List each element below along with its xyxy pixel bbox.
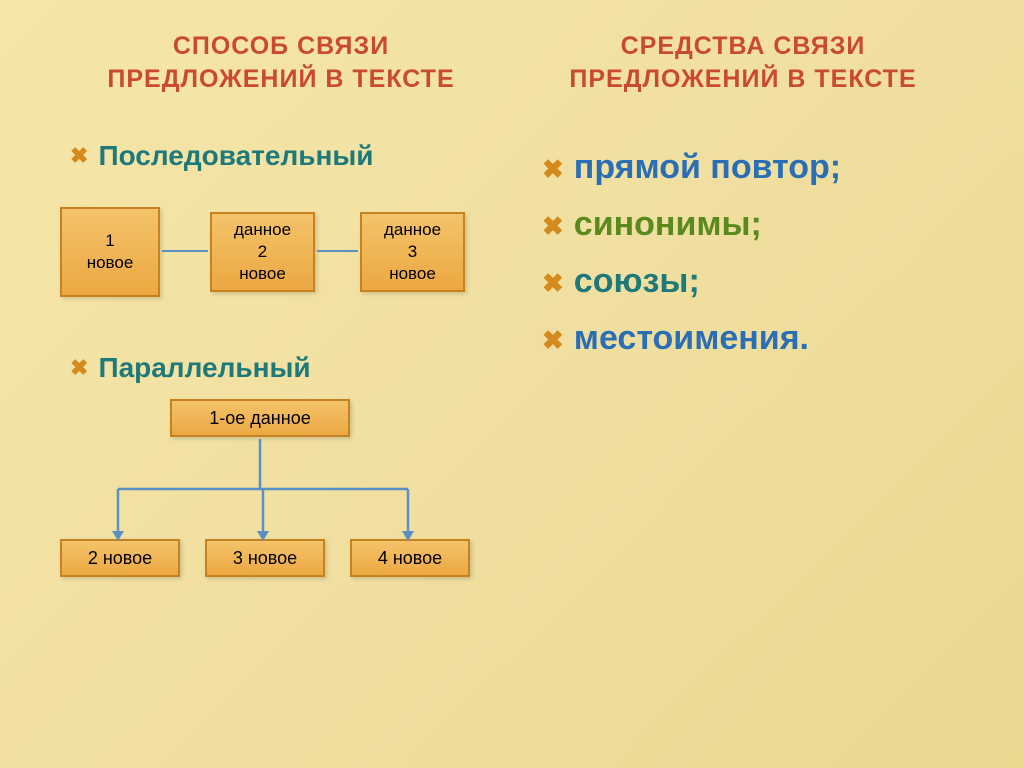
par-connector: [60, 399, 480, 599]
header-left-line2: ПРЕДЛОЖЕНИЙ В ТЕКСТЕ: [50, 63, 512, 96]
header-right: СРЕДСТВА СВЯЗИ ПРЕДЛОЖЕНИЙ В ТЕКСТЕ: [512, 30, 974, 95]
seq-connector-1: [162, 250, 208, 252]
bullet-icon: ✖: [70, 143, 88, 169]
parallel-label: Параллельный: [98, 352, 310, 384]
content-left: ✖ Последовательный 1новое данное2новое дан…: [40, 105, 512, 619]
sequential-diagram: 1новое данное2новое данное3новое: [60, 187, 502, 317]
means-item-1: ✖ прямой повтор;: [542, 148, 974, 187]
parallel-heading: ✖ Параллельный: [70, 352, 502, 384]
seq-box-3: данное3новое: [360, 212, 465, 292]
headers: СПОСОБ СВЯЗИ ПРЕДЛОЖЕНИЙ В ТЕКСТЕ СРЕДСТ…: [0, 0, 1024, 105]
sequential-label: Последовательный: [98, 140, 373, 172]
seq-box-1: 1новое: [60, 207, 160, 297]
means-label: местоимения.: [574, 319, 809, 358]
header-right-line1: СРЕДСТВА СВЯЗИ: [512, 30, 974, 63]
seq-box-2: данное2новое: [210, 212, 315, 292]
bullet-icon: ✖: [542, 211, 564, 242]
bullet-icon: ✖: [542, 325, 564, 356]
content: ✖ Последовательный 1новое данное2новое дан…: [0, 105, 1024, 619]
means-label: союзы;: [574, 262, 700, 301]
seq-connector-2: [317, 250, 358, 252]
parallel-diagram: 1-ое данное2 новое3 новое4 новое: [60, 399, 502, 609]
header-left: СПОСОБ СВЯЗИ ПРЕДЛОЖЕНИЙ В ТЕКСТЕ: [50, 30, 512, 95]
bullet-icon: ✖: [70, 355, 88, 381]
content-right: ✖ прямой повтор; ✖ синонимы; ✖ союзы; ✖ местоим…: [512, 105, 984, 619]
sequential-heading: ✖ Последовательный: [70, 140, 502, 172]
means-label: прямой повтор;: [574, 148, 841, 187]
means-label: синонимы;: [574, 205, 762, 244]
header-right-line2: ПРЕДЛОЖЕНИЙ В ТЕКСТЕ: [512, 63, 974, 96]
bullet-icon: ✖: [542, 268, 564, 299]
header-left-line1: СПОСОБ СВЯЗИ: [50, 30, 512, 63]
means-item-3: ✖ союзы;: [542, 262, 974, 301]
means-item-2: ✖ синонимы;: [542, 205, 974, 244]
means-item-4: ✖ местоимения.: [542, 319, 974, 358]
bullet-icon: ✖: [542, 154, 564, 185]
